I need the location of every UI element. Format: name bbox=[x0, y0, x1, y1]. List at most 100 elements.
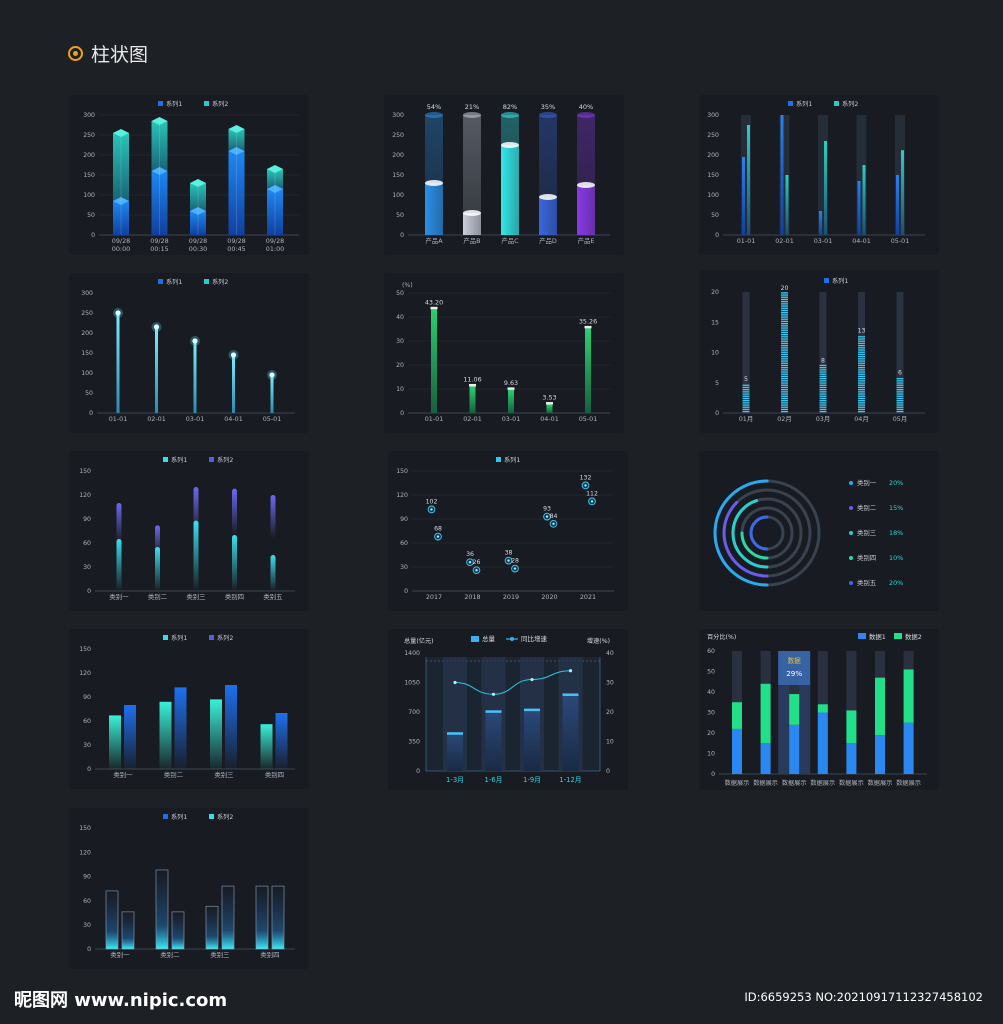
cylinder-level bbox=[463, 210, 481, 216]
growth-point bbox=[568, 669, 573, 673]
watermark-id: ID:6659253 NO:20210917112327458102 bbox=[744, 990, 983, 1004]
bar-segment bbox=[858, 338, 865, 340]
x-tick-label: 类别三 bbox=[214, 770, 233, 779]
bar-segment bbox=[742, 393, 750, 395]
y-tick-label: 0 bbox=[87, 946, 91, 953]
y-tick-label: 100 bbox=[83, 192, 95, 199]
x-tick-label: 类别一 bbox=[109, 592, 129, 601]
bar-segment bbox=[742, 386, 750, 389]
cylinder-level bbox=[577, 182, 595, 188]
x-tick-label: 2017 bbox=[426, 593, 442, 601]
data-label: 43.20 bbox=[425, 298, 443, 306]
legend-label: 系列1 bbox=[832, 277, 848, 285]
legend-label: 系列2 bbox=[212, 100, 228, 108]
legend-dot bbox=[849, 506, 853, 510]
bar-segment bbox=[742, 389, 750, 391]
y-tick-label: 150 bbox=[79, 825, 91, 832]
x-tick-label: 数据展示 bbox=[782, 779, 807, 787]
legend-swatch bbox=[209, 635, 214, 640]
chart-panel-thin-pair: 系列1 系列2 0 50 100 150 200 250 300 01-01 02-01 03-01 0… bbox=[699, 95, 939, 255]
chart-svg: 系列1 系列205010015020025030009/2800:0009/280… bbox=[83, 100, 299, 253]
bar-head bbox=[153, 324, 160, 330]
y-tick-label: 100 bbox=[392, 192, 404, 199]
cylinder-cap bbox=[463, 112, 481, 118]
legend-label: 系列1 bbox=[504, 456, 520, 464]
bar-series1 bbox=[760, 743, 771, 774]
x-tick-label: 类别三 bbox=[210, 950, 229, 959]
bar-series1 bbox=[190, 211, 206, 235]
bar-series1 bbox=[232, 535, 237, 591]
bar-series2 bbox=[228, 129, 245, 151]
bar-segment bbox=[896, 406, 904, 408]
bar-segment bbox=[896, 380, 904, 382]
data-label: 11.06 bbox=[463, 375, 481, 383]
bar-series1 bbox=[255, 885, 269, 950]
data-label: 38 bbox=[505, 550, 513, 557]
chart-panel-capped: (%) 0 10 20 30 40 50 43.20 11.06 9.63 3.53 35.26 01-… bbox=[384, 273, 624, 433]
bar-segment bbox=[781, 380, 788, 382]
y-tick-label-right: 10 bbox=[606, 739, 614, 746]
x-tick-label: 02-01 bbox=[775, 237, 794, 245]
bar-head bbox=[115, 310, 121, 316]
x-tick-label: 类别一 bbox=[113, 770, 133, 779]
bar-segment bbox=[896, 389, 904, 391]
pin-dot bbox=[436, 535, 440, 538]
legend-dot bbox=[849, 556, 853, 560]
bar-series1 bbox=[210, 699, 222, 769]
y-tick-label: 0 bbox=[87, 588, 91, 595]
data-label: 93 bbox=[543, 506, 551, 513]
y-axis-label: 百分比(%) bbox=[707, 633, 736, 641]
chart-svg: 总量(亿元) 增速(%) 总量 同比增速 0 350 700 1050 1400 0 10 20 30 4… bbox=[404, 634, 614, 784]
bar-segment bbox=[781, 298, 788, 301]
chart-svg: 系列1 系列2 0 30 60 90 120 150 类别一 类别二 类别三 类别四 bbox=[79, 634, 295, 779]
legend-label: 类别四 bbox=[857, 553, 876, 562]
growth-point bbox=[491, 692, 496, 696]
bar-segment bbox=[781, 400, 788, 402]
bar-top-face bbox=[228, 147, 245, 155]
bar-cap bbox=[485, 710, 502, 713]
bar-segment bbox=[858, 397, 865, 400]
bar-track bbox=[741, 115, 751, 235]
bar-segment bbox=[858, 345, 865, 347]
bar-segment bbox=[896, 400, 904, 402]
legend-marker bbox=[510, 637, 514, 641]
bar-segment bbox=[781, 294, 788, 296]
y-tick-label: 10 bbox=[707, 751, 715, 758]
y-tick-label: 120 bbox=[79, 670, 91, 677]
bar-segment bbox=[781, 353, 788, 356]
bar-series2 bbox=[760, 683, 771, 744]
bar-segment bbox=[858, 411, 865, 413]
bar-segment bbox=[896, 395, 904, 397]
data-label: 5 bbox=[744, 376, 748, 383]
y-tick-label: 60 bbox=[83, 898, 91, 905]
data-label: 35.26 bbox=[579, 317, 597, 325]
bar-cap bbox=[507, 387, 515, 390]
cylinder-cap bbox=[577, 112, 595, 118]
x-tick-label: 00:45 bbox=[227, 245, 245, 253]
bar-series1 bbox=[742, 157, 745, 235]
legend-swatch bbox=[824, 278, 829, 283]
bar bbox=[270, 375, 274, 413]
y-tick-label: 300 bbox=[83, 112, 95, 119]
bar-segment bbox=[819, 400, 827, 402]
legend-swatch bbox=[158, 101, 163, 106]
pin-dot bbox=[430, 508, 433, 511]
bar-segment bbox=[858, 378, 865, 380]
data-label: 8 bbox=[821, 358, 825, 365]
bar-segment bbox=[781, 364, 788, 367]
y-tick-label: 150 bbox=[81, 350, 93, 357]
bar-series2 bbox=[901, 150, 904, 235]
x-tick-label: 01-01 bbox=[737, 237, 756, 245]
x-tick-label: 类别二 bbox=[148, 592, 168, 601]
bar bbox=[562, 693, 579, 771]
legend-value: 15% bbox=[889, 504, 903, 512]
bar-track bbox=[742, 292, 750, 413]
y-tick-label: 60 bbox=[83, 540, 91, 547]
bar-series1 bbox=[155, 547, 160, 591]
x-tick-label: 05月 bbox=[893, 415, 908, 423]
target-icon bbox=[68, 46, 83, 61]
bar-segment bbox=[858, 358, 865, 360]
bar bbox=[116, 313, 120, 413]
bar-segment bbox=[742, 402, 750, 404]
bar-segment bbox=[858, 382, 865, 384]
